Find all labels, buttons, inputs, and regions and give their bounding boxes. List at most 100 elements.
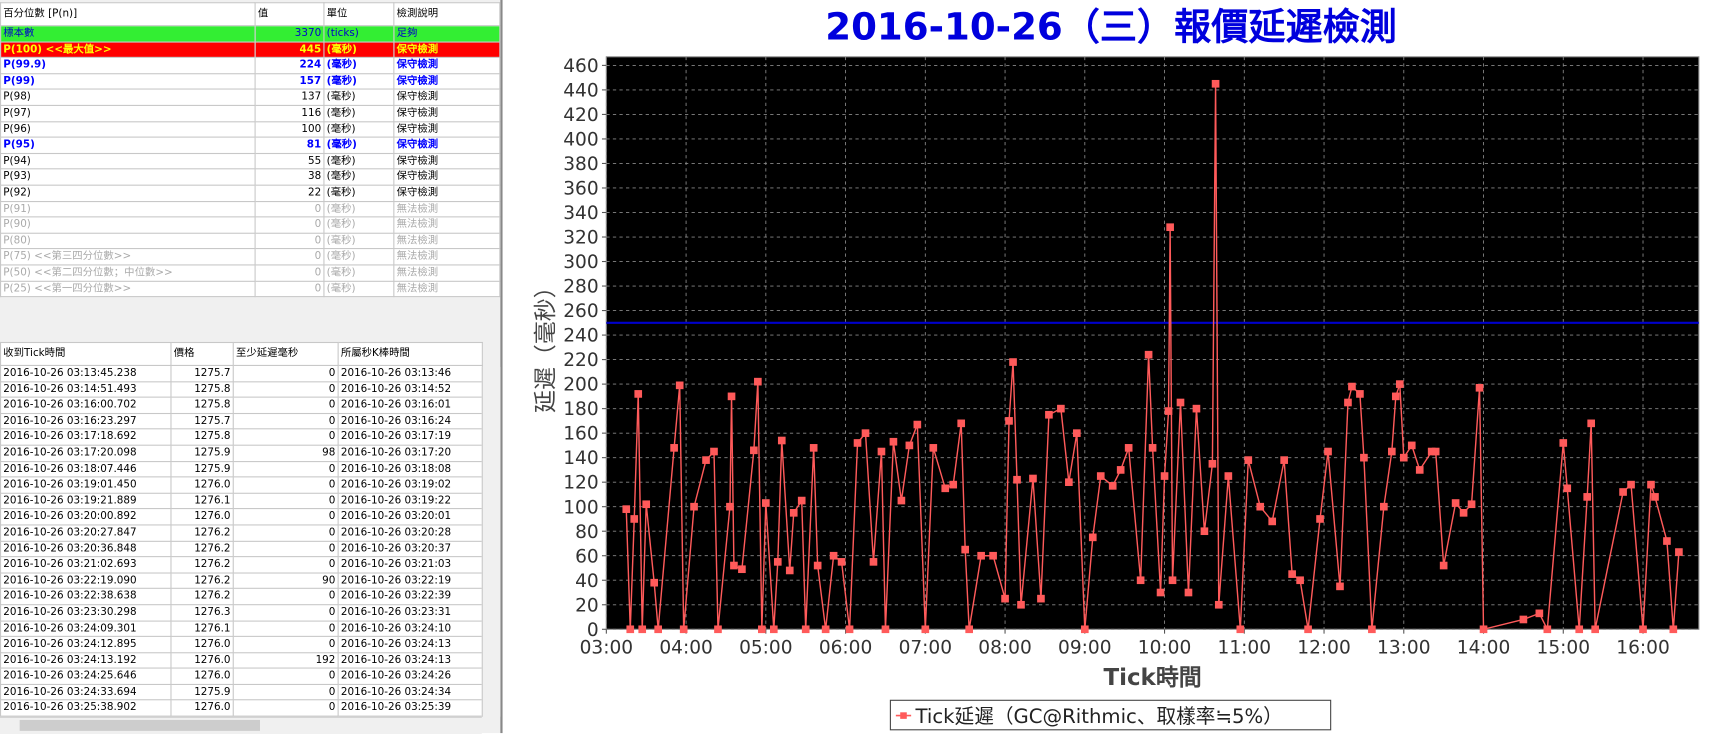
data-point	[1467, 500, 1476, 509]
table-cell: 2016-10-26 03:24:12.895	[0, 635, 172, 653]
data-point	[1296, 576, 1304, 585]
table-row: P(93) 38 (毫秒) 保守檢測	[0, 168, 501, 186]
data-point	[837, 558, 846, 566]
data-point	[1256, 502, 1265, 511]
data-point	[1387, 447, 1396, 456]
table-cell: 0	[232, 380, 339, 398]
table-cell: 2016-10-26 03:21:02.693	[0, 556, 172, 574]
data-point	[785, 566, 794, 575]
table-row: 2016-10-26 03:14:51.493 1275.8 0 2016-10-26…	[0, 380, 483, 398]
table-row: P(100) <<最大值>> 445 (毫秒) 保守檢測	[0, 41, 501, 59]
table-row: 2016-10-26 03:22:19.090 1276.2 90 2016-10-2…	[0, 572, 483, 590]
table-cell: 1276.2	[170, 588, 234, 606]
x-tick-label: 07:00	[899, 637, 953, 658]
table-cell: 2016-10-26 03:14:52	[337, 380, 483, 398]
table-cell: (毫秒)	[323, 232, 395, 250]
table-cell: 0	[254, 248, 325, 266]
data-point	[1415, 466, 1424, 474]
horizontal-scrollbar[interactable]	[0, 716, 482, 734]
percentile-table: 百分位數 [P(n)] 值單位 檢測說明 標本數 3370 (ticks) 足夠 P(100)…	[0, 2, 501, 298]
table-row: P(98) 137 (毫秒) 保守檢測	[0, 88, 501, 106]
data-point	[762, 499, 770, 507]
table-row: 2016-10-26 03:24:12.895 1276.0 0 2016-10-26…	[0, 635, 483, 653]
table-cell: 0	[232, 492, 339, 510]
data-point	[1192, 404, 1201, 413]
data-point	[1591, 625, 1599, 634]
data-point	[1559, 439, 1568, 447]
data-point	[758, 625, 766, 634]
data-point	[1407, 441, 1416, 450]
data-point	[1236, 625, 1245, 634]
table-cell: 0	[232, 620, 339, 638]
legend-box	[889, 699, 1332, 731]
data-point	[957, 419, 966, 428]
y-tick-label: 220	[563, 350, 598, 371]
y-tick-label: 360	[563, 179, 598, 200]
x-tick-label: 08:00	[978, 637, 1032, 658]
table-row: 2016-10-26 03:19:01.450 1276.0 0 2016-10-26…	[0, 476, 483, 494]
header-cell: 百分位數 [P(n)]	[0, 2, 256, 27]
table-cell: 1276.0	[170, 476, 234, 494]
table-cell: 38	[254, 168, 325, 186]
table-cell: 1275.9	[170, 683, 234, 701]
data-point	[1116, 466, 1125, 474]
table-cell: 100	[254, 120, 325, 138]
data-point	[1009, 358, 1017, 366]
data-point	[1184, 588, 1193, 597]
table-cell: 2016-10-26 03:23:31	[337, 604, 483, 622]
y-tick-label: 280	[563, 277, 598, 298]
data-point	[1583, 493, 1592, 501]
data-point	[1391, 392, 1400, 401]
table-row: P(80) 0 (毫秒) 無法檢測	[0, 232, 501, 250]
data-point	[1575, 625, 1584, 634]
table-cell: 保守檢測	[393, 88, 501, 106]
data-point	[1431, 447, 1440, 456]
table-cell: (毫秒)	[323, 41, 395, 59]
data-point	[1029, 474, 1037, 483]
table-row: 2016-10-26 03:24:09.301 1276.1 0 2016-10-26…	[0, 620, 483, 638]
data-point	[1304, 625, 1312, 634]
table-cell: 保守檢測	[393, 72, 501, 90]
data-point	[650, 578, 659, 587]
x-tick-label: 09:00	[1058, 637, 1112, 658]
table-cell: (毫秒)	[323, 216, 395, 234]
table-cell: 2016-10-26 03:24:34	[337, 683, 483, 701]
left-panel: 百分位數 [P(n)] 值單位 檢測說明 標本數 3370 (ticks) 足夠 P(100)…	[0, 0, 503, 734]
scroll-thumb[interactable]	[19, 719, 261, 731]
data-point	[921, 625, 930, 634]
table-cell: 1276.2	[170, 540, 234, 558]
table-cell: 足夠	[393, 25, 501, 43]
table-cell: P(98)	[0, 88, 256, 106]
data-point	[714, 625, 722, 634]
data-point	[1368, 625, 1376, 634]
table-cell: 保守檢測	[393, 57, 501, 75]
table-cell: 無法檢測	[393, 280, 501, 298]
table-cell: 2016-10-26 03:24:10	[337, 620, 483, 638]
data-point	[1096, 472, 1105, 480]
y-tick-label: 60	[575, 546, 599, 567]
data-point	[1037, 594, 1045, 603]
y-tick-label: 380	[563, 154, 598, 175]
table-cell: 1275.8	[170, 396, 234, 414]
tick-table[interactable]: 收到Tick時間 價格 至少延遲毫秒 所屬秒K棒時間 2016-10-26 03:13:…	[0, 341, 483, 717]
x-tick-label: 16:00	[1616, 637, 1670, 658]
table-cell: (毫秒)	[323, 72, 395, 90]
header-cell: 所屬秒K棒時間	[337, 341, 483, 366]
data-point	[1475, 383, 1484, 392]
table-cell: 192	[232, 651, 339, 669]
vertical-scrollbar[interactable]	[481, 367, 501, 717]
table-cell: 0	[232, 604, 339, 622]
table-cell: 98	[232, 444, 339, 462]
table-cell: 無法檢測	[393, 264, 501, 282]
data-point	[1316, 515, 1324, 523]
table-row: P(94) 55 (毫秒) 保守檢測	[0, 152, 501, 170]
data-point	[1451, 499, 1460, 507]
header-cell: 值	[254, 2, 325, 27]
data-point	[1675, 548, 1683, 556]
data-point	[679, 625, 688, 634]
table-row: 2016-10-26 03:23:30.298 1276.3 0 2016-10-26…	[0, 604, 483, 622]
table-row: P(95) 81 (毫秒) 保守檢測	[0, 136, 501, 154]
table-cell: 0	[232, 667, 339, 685]
y-tick-label: 400	[563, 129, 598, 150]
